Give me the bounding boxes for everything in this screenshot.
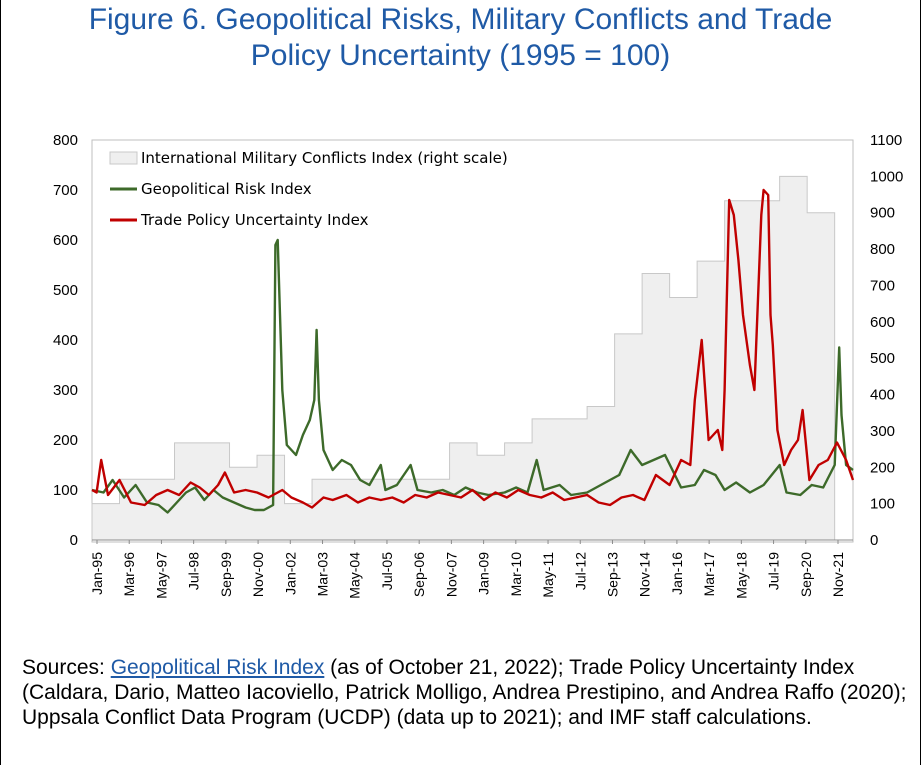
figure-title: Figure 6. Geopolitical Risks, Military C… (0, 2, 921, 74)
left-y-tick-label: 100 (53, 482, 78, 499)
x-tick-label: Jan-95 (89, 552, 105, 595)
left-frame-line (0, 0, 1, 765)
x-tick-label: Sep-20 (798, 552, 814, 597)
sources-prefix: Sources: (22, 656, 111, 679)
right-y-tick-label: 100 (870, 496, 895, 513)
x-tick-label: Nov-14 (637, 552, 653, 597)
right-y-tick-label: 600 (870, 314, 895, 331)
x-tick-label: Nov-07 (443, 552, 459, 597)
legend-tpu-label: Trade Policy Uncertainty Index (140, 211, 369, 229)
right-y-tick-label: 0 (870, 532, 878, 549)
x-tick-label: Jul-05 (379, 552, 395, 590)
geopolitical-risk-index-link[interactable]: Geopolitical Risk Index (110, 656, 325, 679)
left-y-tick-label: 400 (53, 332, 78, 349)
right-y-tick-label: 400 (870, 387, 895, 404)
x-tick-label: Mar-10 (508, 552, 524, 597)
plot-area-frame (91, 139, 854, 543)
x-tick-label: Jan-09 (476, 552, 492, 595)
x-tick-label: Mar-96 (121, 552, 137, 597)
conflicts-area-layer (91, 175, 853, 541)
legend-gpr-label: Geopolitical Risk Index (141, 180, 312, 198)
gpr-line (91, 238, 854, 514)
left-y-tick-label: 200 (53, 432, 78, 449)
right-y-tick-label: 300 (870, 423, 895, 440)
left-y-tick-label: 500 (53, 282, 78, 299)
x-tick-label: Jan-16 (669, 552, 685, 595)
x-tick-label: Nov-00 (250, 552, 266, 597)
left-y-tick-label: 0 (70, 532, 78, 549)
left-y-tick-label: 300 (53, 382, 78, 399)
figure-title-line-2: Policy Uncertainty (1995 = 100) (250, 39, 671, 72)
x-tick-label: Mar-17 (701, 552, 717, 597)
right-y-tick-label: 700 (870, 277, 895, 294)
x-tick-label: Jul-12 (572, 552, 588, 590)
right-y-tick-label: 800 (870, 241, 895, 258)
legend-conflicts-label: International Military Conflicts Index (… (141, 149, 508, 167)
conflicts-area (91, 175, 853, 541)
x-tick-label: Jul-19 (766, 552, 782, 590)
left-y-tick-label: 800 (53, 132, 78, 149)
x-tick-label: Sep-99 (218, 552, 234, 597)
tpu-line (91, 188, 855, 509)
x-tick-label: Jan-02 (282, 552, 298, 595)
legend-conflicts-swatch (109, 151, 138, 165)
chart: 0 100 200 300 400 500 600 700 800 0 100 200 300 400 50… (53, 132, 903, 599)
x-tick-label: May-18 (733, 552, 749, 599)
sources-rest: (as of October 21, 2022); Trade Policy U… (22, 656, 907, 729)
x-tick-label: Nov-21 (830, 552, 846, 597)
left-y-tick-label: 600 (53, 232, 78, 249)
index-lines-layer (91, 188, 855, 514)
x-tick-label: May-04 (347, 552, 363, 599)
right-y-tick-label: 1000 (870, 168, 903, 185)
right-y-tick-label: 500 (870, 350, 895, 367)
x-tick-label: May-97 (153, 552, 169, 599)
right-y-tick-label: 200 (870, 459, 895, 476)
x-tick-label: May-11 (540, 552, 556, 598)
x-tick-label: Sep-06 (411, 552, 427, 597)
sources-note: Sources: Geopolitical Risk Index (as of … (22, 655, 914, 730)
legend: International Military Conflicts Index (… (109, 149, 508, 229)
x-tick-label: Jul-98 (186, 552, 202, 590)
axes-layer: 0 100 200 300 400 500 600 700 800 0 100 200 300 400 50… (53, 132, 903, 599)
right-y-tick-label: 900 (870, 205, 895, 222)
x-tick-label: Sep-13 (604, 552, 620, 597)
right-y-tick-label: 1100 (870, 132, 902, 149)
x-tick-label: Mar-03 (315, 552, 331, 597)
figure-title-line-1: Figure 6. Geopolitical Risks, Military C… (88, 3, 833, 36)
left-y-tick-label: 700 (53, 182, 78, 199)
